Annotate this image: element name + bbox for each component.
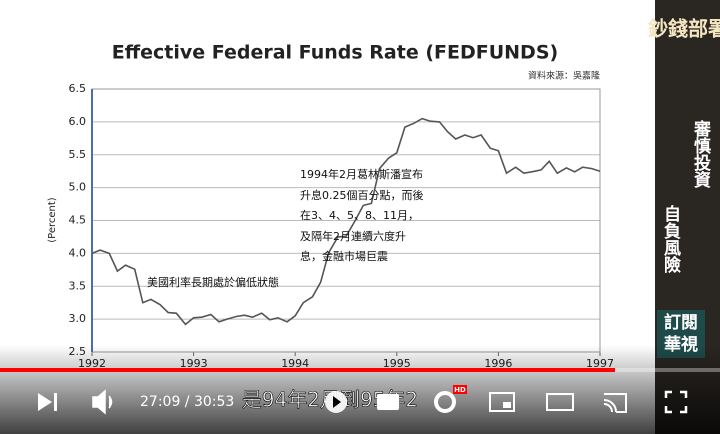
side-notice: 審慎投資 (690, 119, 712, 189)
data-line (91, 117, 601, 326)
channel-logo: 鈔錢部署 (648, 17, 720, 41)
subscribe-text[interactable]: 訂閱 (664, 312, 698, 333)
settings-button[interactable] (434, 391, 456, 413)
progress-played[interactable] (0, 368, 615, 372)
y-tick-label: 3.5 (69, 279, 87, 292)
controls-shade (0, 345, 655, 434)
y-tick-label: 6.5 (69, 82, 87, 95)
miniplayer-icon (503, 402, 511, 408)
annotation: 美國利率長期處於偏低狀態 (147, 275, 279, 289)
y-tick-label: 4.5 (69, 214, 87, 227)
y-tick-label: 6.0 (69, 115, 87, 128)
annotation: 及隔年2月連續六度升 (300, 229, 406, 243)
annotation: 在3、4、5、8、11月， (300, 209, 419, 222)
hd-label: HD (454, 386, 466, 394)
play-icon (333, 396, 341, 408)
annotation: 1994年2月葛林斯潘宣布 (300, 167, 423, 181)
theater-button[interactable] (546, 393, 574, 411)
side-notice: 自負風險 (660, 204, 681, 274)
chart-title: Effective Federal Funds Rate (FEDFUNDS) (112, 42, 558, 64)
y-axis-label: (Percent) (47, 197, 58, 243)
fullscreen-button[interactable] (664, 390, 688, 414)
volume-button[interactable] (92, 389, 113, 415)
next-button[interactable] (38, 393, 57, 411)
annotation: 升息0.25個百分點，而後 (300, 188, 424, 202)
annotation: 息，金融市場巨震 (300, 249, 388, 263)
controls-shade (655, 345, 720, 434)
miniplayer-button[interactable] (489, 392, 515, 412)
y-tick-label: 5.5 (69, 148, 87, 161)
chart-source: 資料來源：吳嘉隆 (528, 70, 600, 82)
y-tick-label: 3.0 (69, 312, 87, 325)
hd-badge (453, 385, 467, 394)
time-display: 27:09 / 30:53 (140, 394, 234, 410)
captions-button[interactable] (377, 394, 399, 410)
y-tick-label: 5.0 (69, 181, 87, 194)
y-tick-label: 4.0 (69, 246, 87, 259)
cast-button[interactable] (603, 393, 627, 413)
